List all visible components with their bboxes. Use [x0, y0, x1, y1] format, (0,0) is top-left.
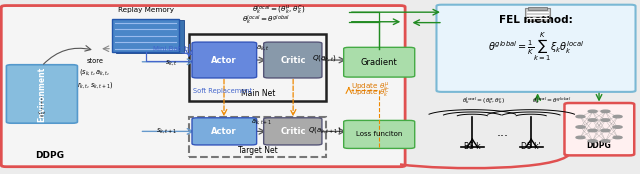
Circle shape — [601, 129, 610, 132]
Text: $\theta^{global} = \frac{1}{K}\sum_{k=1}^{K}\xi_k\theta_k^{local}$: $\theta^{global} = \frac{1}{K}\sum_{k=1}… — [488, 31, 584, 63]
Text: $s_{k,t}$: $s_{k,t}$ — [165, 58, 178, 67]
FancyBboxPatch shape — [436, 5, 636, 92]
FancyBboxPatch shape — [264, 118, 322, 145]
Text: Critic: Critic — [280, 127, 306, 136]
Text: $a_{k,t+1}$: $a_{k,t+1}$ — [250, 117, 272, 126]
Text: ...: ... — [497, 126, 508, 139]
Text: Target Net: Target Net — [238, 145, 278, 155]
Text: BS k: BS k — [464, 141, 481, 151]
Text: Update $\theta_k^{C}$: Update $\theta_k^{C}$ — [351, 87, 390, 100]
Text: Environment: Environment — [37, 66, 46, 122]
Text: DDPG: DDPG — [35, 151, 64, 160]
FancyBboxPatch shape — [564, 103, 634, 155]
Text: $\theta_k^{local} = (\theta_k^{\mu}, \theta_k^{C})$: $\theta_k^{local} = (\theta_k^{\mu}, \th… — [252, 4, 305, 17]
FancyBboxPatch shape — [344, 47, 415, 77]
Text: Gradient: Gradient — [360, 58, 397, 67]
Circle shape — [601, 110, 610, 113]
Bar — [528, 7, 547, 10]
Text: $\theta_k^{local}=(\theta_k^a,\theta_k^c)$: $\theta_k^{local}=(\theta_k^a,\theta_k^c… — [461, 95, 505, 106]
Text: Mini-Batch: Mini-Batch — [152, 46, 189, 52]
Bar — [189, 34, 326, 101]
Bar — [112, 19, 179, 52]
Text: Replay Memory: Replay Memory — [118, 7, 174, 13]
Text: Critic: Critic — [280, 56, 306, 65]
Text: $Q(a_{k,t})$: $Q(a_{k,t})$ — [312, 53, 337, 63]
Circle shape — [588, 119, 597, 121]
Text: store
$(s_{k,t}, a_{k,t},$
$r_{k,t}, s_{k,t+1})$: store $(s_{k,t}, a_{k,t},$ $r_{k,t}, s_{… — [77, 58, 113, 90]
FancyBboxPatch shape — [1, 6, 405, 167]
Text: $\theta_k^{local}=\theta^{global}$: $\theta_k^{local}=\theta^{global}$ — [532, 95, 572, 106]
Text: D5 k': D5 k' — [522, 141, 541, 151]
FancyBboxPatch shape — [192, 118, 257, 145]
Circle shape — [576, 136, 585, 139]
FancyBboxPatch shape — [264, 42, 322, 78]
Circle shape — [576, 115, 585, 118]
Bar — [116, 20, 184, 53]
FancyBboxPatch shape — [344, 120, 415, 148]
Circle shape — [576, 126, 585, 128]
Circle shape — [601, 119, 610, 121]
Text: FEL method:: FEL method: — [499, 15, 573, 25]
Text: Actor: Actor — [211, 56, 237, 65]
Text: $s_{k,t+1}$: $s_{k,t+1}$ — [156, 126, 177, 135]
Text: $\theta_k^{local} = \theta^{global}$: $\theta_k^{local} = \theta^{global}$ — [241, 13, 290, 27]
Text: $Q(a_{k,t+1})$: $Q(a_{k,t+1})$ — [308, 125, 341, 135]
Text: Main Net: Main Net — [241, 89, 275, 98]
Text: Actor: Actor — [211, 127, 237, 136]
Circle shape — [613, 136, 622, 139]
Bar — [189, 117, 326, 157]
Bar — [525, 8, 550, 21]
FancyBboxPatch shape — [192, 42, 257, 78]
Circle shape — [588, 140, 597, 142]
Text: Soft Replacement: Soft Replacement — [193, 88, 253, 94]
Circle shape — [588, 129, 597, 132]
FancyBboxPatch shape — [6, 65, 77, 123]
Circle shape — [613, 115, 622, 118]
Text: Loss funciton: Loss funciton — [356, 131, 402, 137]
Text: DDPG: DDPG — [587, 141, 611, 150]
Text: $a_{k,t}$: $a_{k,t}$ — [255, 43, 269, 52]
Circle shape — [613, 126, 622, 128]
Circle shape — [588, 110, 597, 113]
Text: Update $\theta_k^{\mu}$: Update $\theta_k^{\mu}$ — [351, 81, 390, 93]
Circle shape — [601, 140, 610, 142]
